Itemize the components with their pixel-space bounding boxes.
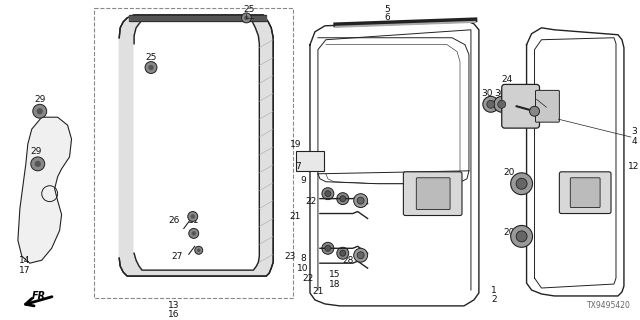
Text: 27: 27 — [171, 252, 182, 261]
Circle shape — [145, 61, 157, 74]
Circle shape — [244, 16, 248, 20]
Circle shape — [487, 100, 495, 108]
Text: 11: 11 — [188, 216, 200, 225]
Text: 7: 7 — [295, 162, 301, 171]
Circle shape — [197, 249, 200, 252]
Circle shape — [357, 197, 364, 204]
Text: 9: 9 — [300, 176, 306, 185]
FancyBboxPatch shape — [296, 151, 324, 171]
FancyBboxPatch shape — [403, 172, 462, 215]
Text: 17: 17 — [19, 266, 31, 275]
Text: 21: 21 — [312, 287, 324, 297]
Circle shape — [148, 65, 154, 70]
Circle shape — [498, 100, 506, 108]
Polygon shape — [119, 15, 273, 276]
Text: 24: 24 — [501, 75, 513, 84]
Circle shape — [511, 173, 532, 195]
Text: 6: 6 — [385, 13, 390, 22]
Circle shape — [340, 250, 346, 256]
Circle shape — [322, 188, 334, 200]
Text: 2: 2 — [491, 295, 497, 304]
Text: 8: 8 — [300, 254, 306, 263]
Text: 19: 19 — [291, 140, 302, 148]
Circle shape — [340, 196, 346, 202]
Circle shape — [33, 104, 47, 118]
Text: 16: 16 — [168, 310, 180, 319]
Text: 14: 14 — [19, 256, 31, 265]
Circle shape — [354, 194, 367, 208]
Polygon shape — [134, 20, 259, 270]
Polygon shape — [18, 117, 72, 263]
Circle shape — [516, 231, 527, 242]
Text: 22: 22 — [302, 274, 314, 283]
Text: 26: 26 — [168, 216, 180, 225]
Text: 3: 3 — [631, 127, 637, 136]
Text: 25: 25 — [243, 5, 255, 14]
Circle shape — [35, 161, 41, 167]
Circle shape — [354, 248, 367, 262]
Circle shape — [325, 191, 331, 197]
FancyBboxPatch shape — [559, 172, 611, 213]
FancyBboxPatch shape — [502, 84, 540, 128]
Text: 30: 30 — [481, 89, 493, 98]
Text: 5: 5 — [385, 5, 390, 14]
Text: 30: 30 — [494, 89, 506, 98]
Circle shape — [31, 157, 45, 171]
Text: 23: 23 — [284, 252, 296, 261]
Circle shape — [337, 193, 349, 204]
Text: 29: 29 — [30, 148, 42, 156]
Circle shape — [191, 214, 195, 219]
Circle shape — [357, 252, 364, 259]
Text: 12: 12 — [628, 162, 639, 171]
Circle shape — [483, 96, 499, 112]
FancyBboxPatch shape — [536, 90, 559, 122]
Text: 25: 25 — [145, 53, 157, 62]
Text: 20: 20 — [503, 228, 515, 237]
FancyBboxPatch shape — [570, 178, 600, 208]
Text: FR.: FR. — [32, 291, 50, 301]
Circle shape — [188, 212, 198, 221]
Text: 20: 20 — [503, 168, 515, 177]
Text: 29: 29 — [34, 95, 45, 104]
Text: 22: 22 — [305, 197, 317, 206]
Text: 4: 4 — [631, 137, 637, 146]
Text: 13: 13 — [168, 301, 180, 310]
Circle shape — [529, 106, 540, 116]
Circle shape — [494, 96, 509, 112]
Circle shape — [516, 178, 527, 189]
Circle shape — [511, 226, 532, 247]
Circle shape — [337, 247, 349, 259]
Text: 10: 10 — [297, 264, 308, 273]
Text: 28: 28 — [342, 256, 353, 265]
Text: 15: 15 — [329, 270, 340, 279]
Circle shape — [325, 245, 331, 251]
Circle shape — [195, 246, 203, 254]
Circle shape — [189, 228, 198, 238]
Text: TX9495420: TX9495420 — [587, 301, 631, 310]
Circle shape — [322, 242, 334, 254]
Polygon shape — [129, 15, 266, 21]
Circle shape — [36, 108, 43, 114]
FancyBboxPatch shape — [416, 178, 450, 210]
Circle shape — [191, 231, 196, 236]
Text: 1: 1 — [491, 285, 497, 294]
Circle shape — [241, 13, 252, 23]
Text: 21: 21 — [289, 212, 301, 221]
Bar — [94, 8, 293, 298]
Text: 18: 18 — [329, 280, 340, 289]
